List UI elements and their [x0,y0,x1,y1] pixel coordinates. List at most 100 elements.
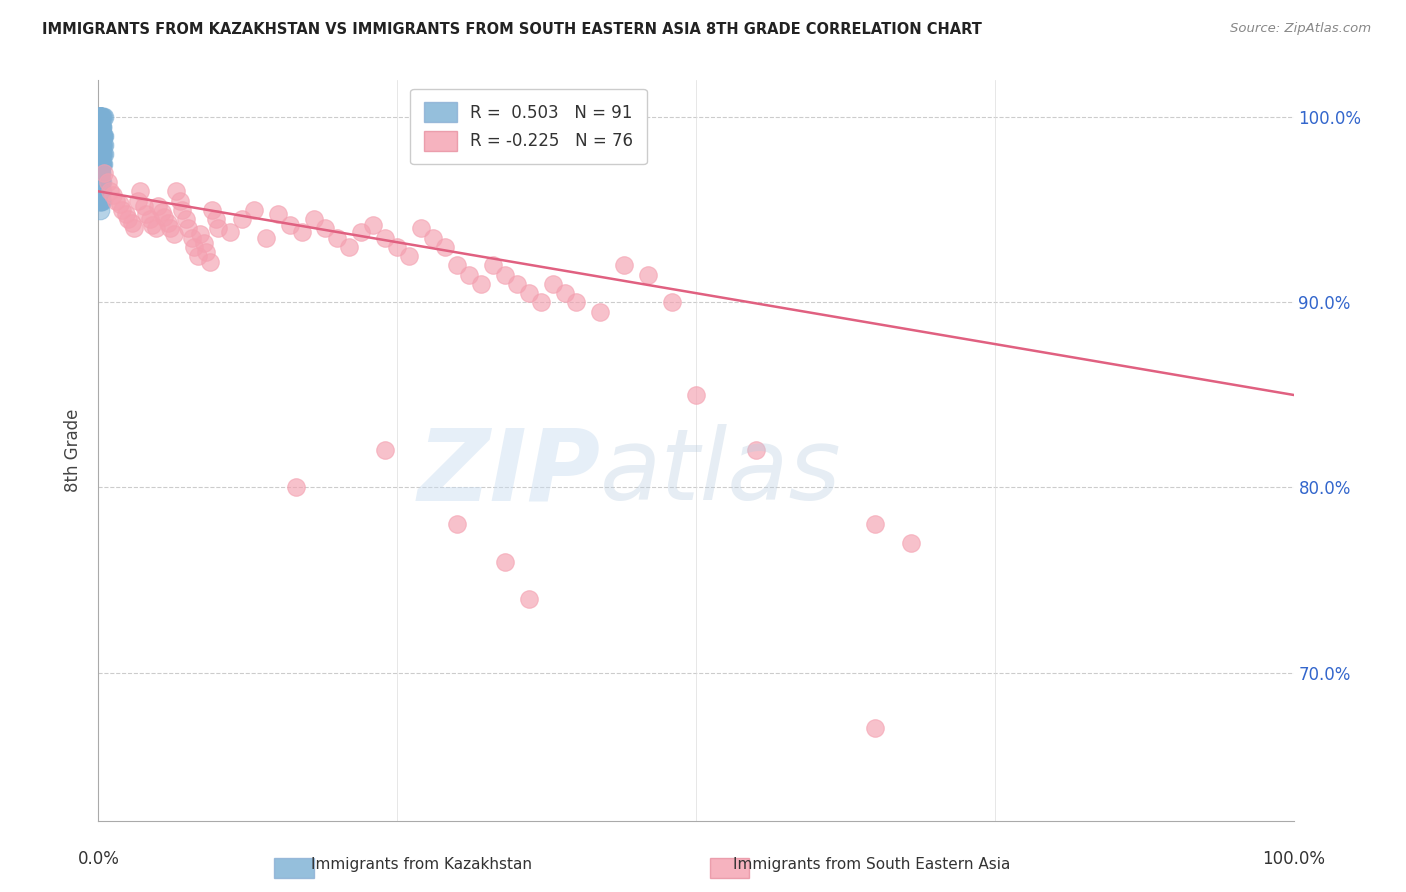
Point [169,194,191,208]
Point [177,221,200,235]
Point [139,212,162,227]
Point [91,128,114,143]
Point [153,211,176,225]
Point [89,194,111,208]
Point [89,128,111,143]
Point [90,111,112,125]
Point [201,202,224,217]
Point [89,202,111,217]
Point [374,230,396,244]
Text: IMMIGRANTS FROM KAZAKHSTAN VS IMMIGRANTS FROM SOUTH EASTERN ASIA 8TH GRADE CORRE: IMMIGRANTS FROM KAZAKHSTAN VS IMMIGRANTS… [42,22,981,37]
Point [91,111,114,125]
Point [90,166,112,180]
Point [89,128,111,143]
Point [302,212,325,227]
Point [91,156,114,170]
Point [93,147,115,161]
Point [91,147,114,161]
Point [90,166,112,180]
Point [89,111,111,125]
Point [89,111,111,125]
Point [363,218,385,232]
Point [159,221,181,235]
Point [188,227,211,241]
Point [231,212,253,227]
Point [187,249,209,263]
Point [89,111,111,125]
Point [89,111,111,125]
Point [115,206,138,220]
Point [121,216,143,230]
Point [90,138,112,153]
Point [89,147,111,161]
Point [145,221,167,235]
Point [90,128,112,143]
Point [207,221,229,235]
Point [91,156,114,170]
Point [89,185,111,199]
Point [89,138,111,153]
Point [89,175,111,189]
Point [90,175,112,189]
Point [90,120,112,134]
Point [89,120,111,134]
Point [93,138,115,153]
Point [865,721,887,735]
Point [90,138,112,153]
Point [129,185,152,199]
Text: Immigrants from Kazakhstan: Immigrants from Kazakhstan [311,857,533,872]
Point [637,268,659,282]
Point [91,111,114,125]
Point [91,128,114,143]
Point [339,240,361,254]
Point [89,111,111,125]
Point [89,128,111,143]
Point [193,236,215,251]
Point [97,175,120,189]
Point [90,111,112,125]
Point [117,212,139,227]
Point [91,194,114,208]
Point [90,128,112,143]
Point [90,128,112,143]
Point [180,230,202,244]
Point [89,138,111,153]
Point [89,111,111,125]
Point [494,554,516,569]
Point [267,206,290,220]
Point [91,138,114,153]
Point [89,111,111,125]
Point [254,230,277,244]
Point [89,111,111,125]
Point [446,258,468,272]
Point [398,249,420,263]
Point [89,111,111,125]
Point [135,206,157,220]
Point [89,120,111,134]
Point [89,111,111,125]
Point [89,175,111,189]
Point [900,536,922,550]
Point [506,277,529,291]
Point [89,156,111,170]
Point [284,480,307,494]
Point [90,175,112,189]
Point [91,138,114,153]
Point [148,199,170,213]
Point [91,128,114,143]
Text: Immigrants from South Eastern Asia: Immigrants from South Eastern Asia [733,857,1011,872]
Point [745,443,768,458]
Point [530,295,553,310]
Text: atlas: atlas [600,425,842,521]
Point [685,388,707,402]
Text: ZIP: ZIP [418,425,600,521]
Point [195,245,218,260]
Point [204,212,226,227]
Point [541,277,564,291]
Point [156,216,179,230]
Point [89,111,111,125]
Point [91,120,114,134]
Point [90,138,112,153]
Point [89,128,111,143]
Point [198,254,221,268]
